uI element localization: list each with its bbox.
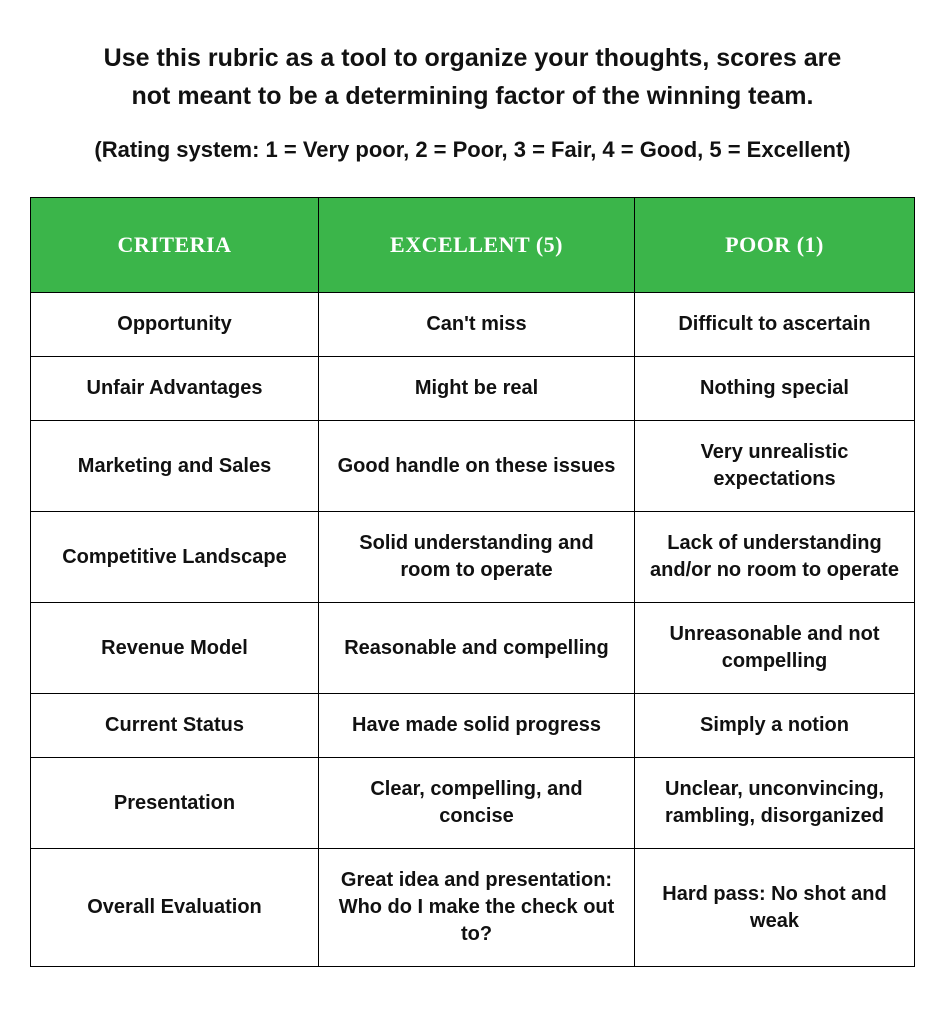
cell-poor: Difficult to ascertain	[635, 293, 915, 357]
rubric-table: CRITERIA EXCELLENT (5) POOR (1) Opportun…	[30, 197, 915, 967]
cell-criteria: Revenue Model	[31, 603, 319, 694]
cell-excellent: Solid understanding and room to operate	[319, 512, 635, 603]
col-header-excellent: EXCELLENT (5)	[319, 198, 635, 293]
table-row: Current Status Have made solid progress …	[31, 694, 915, 758]
cell-excellent: Can't miss	[319, 293, 635, 357]
intro-text: Use this rubric as a tool to organize yo…	[93, 40, 853, 115]
cell-criteria: Competitive Landscape	[31, 512, 319, 603]
cell-poor: Unclear, unconvincing, rambling, disorga…	[635, 758, 915, 849]
col-header-criteria: CRITERIA	[31, 198, 319, 293]
intro-line-2: not meant to be a determining factor of …	[132, 82, 814, 110]
cell-excellent: Great idea and presentation: Who do I ma…	[319, 849, 635, 967]
table-row: Competitive Landscape Solid understandin…	[31, 512, 915, 603]
cell-poor: Simply a notion	[635, 694, 915, 758]
cell-criteria: Unfair Advantages	[31, 357, 319, 421]
rating-system: (Rating system: 1 = Very poor, 2 = Poor,…	[30, 137, 915, 163]
table-row: Overall Evaluation Great idea and presen…	[31, 849, 915, 967]
cell-poor: Hard pass: No shot and weak	[635, 849, 915, 967]
cell-criteria: Overall Evaluation	[31, 849, 319, 967]
cell-excellent: Clear, compelling, and concise	[319, 758, 635, 849]
rubric-page: Use this rubric as a tool to organize yo…	[0, 0, 945, 1007]
col-header-poor: POOR (1)	[635, 198, 915, 293]
cell-poor: Unreasonable and not compelling	[635, 603, 915, 694]
rubric-table-body: Opportunity Can't miss Difficult to asce…	[31, 293, 915, 967]
cell-poor: Lack of understanding and/or no room to …	[635, 512, 915, 603]
cell-excellent: Might be real	[319, 357, 635, 421]
cell-poor: Nothing special	[635, 357, 915, 421]
cell-excellent: Reasonable and compelling	[319, 603, 635, 694]
table-row: Presentation Clear, compelling, and conc…	[31, 758, 915, 849]
cell-excellent: Have made solid progress	[319, 694, 635, 758]
cell-poor: Very unrealistic expectations	[635, 421, 915, 512]
table-row: Revenue Model Reasonable and compelling …	[31, 603, 915, 694]
cell-criteria: Opportunity	[31, 293, 319, 357]
cell-criteria: Presentation	[31, 758, 319, 849]
intro-line-1: Use this rubric as a tool to organize yo…	[104, 44, 842, 72]
table-row: Opportunity Can't miss Difficult to asce…	[31, 293, 915, 357]
table-row: Marketing and Sales Good handle on these…	[31, 421, 915, 512]
cell-criteria: Marketing and Sales	[31, 421, 319, 512]
table-header-row: CRITERIA EXCELLENT (5) POOR (1)	[31, 198, 915, 293]
cell-criteria: Current Status	[31, 694, 319, 758]
cell-excellent: Good handle on these issues	[319, 421, 635, 512]
table-row: Unfair Advantages Might be real Nothing …	[31, 357, 915, 421]
